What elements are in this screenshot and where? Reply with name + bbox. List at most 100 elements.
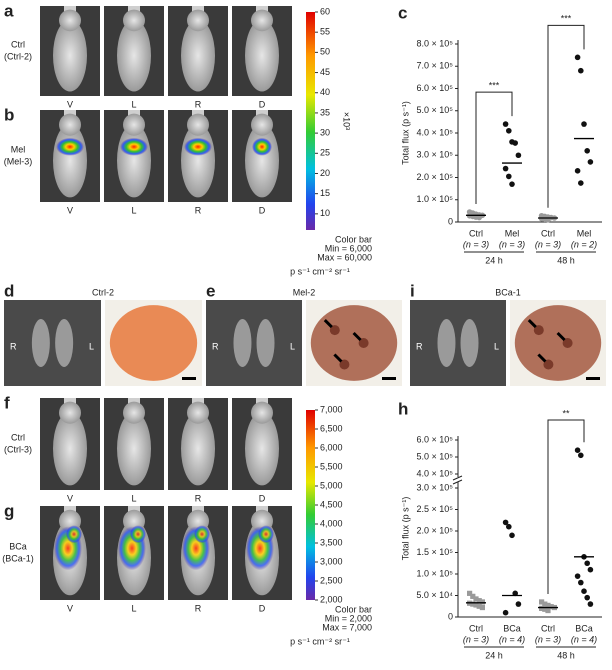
mouse-head: [187, 401, 209, 424]
view-label: V: [67, 99, 73, 109]
multiplier: ×10³: [342, 112, 352, 130]
lung-photo: [514, 305, 602, 381]
view-label: V: [67, 603, 73, 613]
y-tick-label: 4.0 × 10⁵: [416, 468, 453, 478]
tick-label: 2,000: [320, 594, 343, 604]
signal: [56, 137, 84, 156]
panel-letter: b: [4, 105, 14, 124]
point: [502, 121, 509, 127]
group-n: (n = 3): [499, 239, 525, 249]
mouse-head: [251, 9, 273, 32]
tick-label: 30: [320, 127, 330, 137]
nodule: [533, 325, 544, 336]
group-n: (n = 3): [463, 634, 489, 644]
view-label: L: [131, 603, 136, 613]
y-tick-label: 7.0 × 10⁵: [416, 61, 453, 71]
significance-bracket: [547, 419, 585, 594]
panel-title: BCa-1: [495, 287, 521, 297]
point: [587, 601, 594, 607]
point: [539, 599, 545, 605]
group-label: BCa: [9, 541, 27, 551]
caption: Max = 7,000: [322, 622, 372, 632]
tick-label: 5,500: [320, 461, 343, 471]
mouse-head: [187, 113, 209, 136]
mouse-body: [53, 19, 87, 92]
significance-bracket: [547, 24, 585, 208]
point: [476, 214, 483, 221]
signal: [252, 137, 272, 156]
nodule: [543, 359, 554, 370]
side-label: R: [10, 342, 17, 352]
caption: Max = 60,000: [317, 252, 372, 262]
point: [542, 601, 548, 607]
view-label: V: [67, 205, 73, 215]
side-label: R: [212, 342, 219, 352]
group-label: Ctrl: [469, 623, 483, 633]
lung-photo: [109, 305, 198, 381]
y-tick-label: 0: [448, 216, 453, 226]
y-tick-label: 1.5 × 10⁵: [416, 547, 453, 557]
tick-label: 35: [320, 107, 330, 117]
tick-label: 7,000: [320, 404, 343, 414]
unit-label: p s⁻¹ cm⁻² sr⁻¹: [290, 266, 350, 276]
unit-label: p s⁻¹ cm⁻² sr⁻¹: [290, 636, 350, 646]
view-label: R: [195, 99, 202, 109]
group-sublabel: (Mel-3): [4, 156, 33, 166]
y-tick-label: 4.0 × 10⁵: [416, 127, 453, 137]
panel-title: Ctrl-2: [92, 287, 114, 297]
group-n: (n = 3): [535, 239, 561, 249]
point: [473, 602, 479, 608]
signal: [258, 525, 274, 544]
group-label: Mel: [577, 228, 592, 238]
signal: [130, 525, 146, 544]
point: [467, 590, 473, 596]
point: [542, 606, 548, 612]
xray: [206, 300, 302, 386]
point: [502, 519, 509, 526]
nodule: [358, 338, 369, 348]
mouse-body: [181, 19, 215, 92]
point: [509, 532, 515, 539]
tick-label: 15: [320, 188, 330, 198]
group-n: (n = 3): [535, 634, 561, 644]
point: [512, 140, 518, 146]
nodule: [562, 338, 573, 348]
view-label: L: [131, 205, 136, 215]
y-axis-title: Total flux (p s⁻¹): [400, 497, 410, 561]
mouse-head: [59, 113, 81, 136]
nodule: [339, 359, 350, 370]
point: [476, 598, 482, 604]
mouse-head: [123, 113, 145, 136]
group-n: (n = 4): [571, 634, 597, 644]
tick-label: 3,500: [320, 537, 343, 547]
axis-break-mark: [452, 475, 463, 485]
tick-label: 40: [320, 87, 330, 97]
caption: Min = 6,000: [325, 243, 372, 253]
mouse-head: [59, 401, 81, 424]
tick-label: 25: [320, 148, 330, 158]
group-sublabel: (BCa-1): [2, 553, 34, 563]
period-label: 48 h: [557, 650, 575, 660]
point: [470, 601, 476, 607]
tick-label: 5,000: [320, 480, 343, 490]
mouse-body: [181, 411, 215, 486]
view-label: D: [259, 493, 266, 503]
significance-label: ***: [561, 14, 572, 24]
panel-letter: g: [4, 501, 14, 520]
mouse-head: [123, 9, 145, 32]
mouse-head: [251, 401, 273, 424]
point: [479, 604, 485, 611]
arrow: [527, 319, 537, 329]
tick-label: 20: [320, 168, 330, 178]
tick-label: 45: [320, 67, 330, 77]
arrow: [537, 353, 547, 363]
tick-label: 4,000: [320, 518, 343, 528]
point: [506, 523, 512, 530]
group-n: (n = 3): [463, 239, 489, 249]
side-label: L: [494, 342, 499, 352]
y-tick-label: 3.0 × 10⁵: [416, 150, 453, 160]
tick-label: 60: [320, 6, 330, 16]
group-label: Ctrl: [469, 228, 483, 238]
view-label: V: [67, 493, 73, 503]
arrow: [333, 353, 343, 363]
